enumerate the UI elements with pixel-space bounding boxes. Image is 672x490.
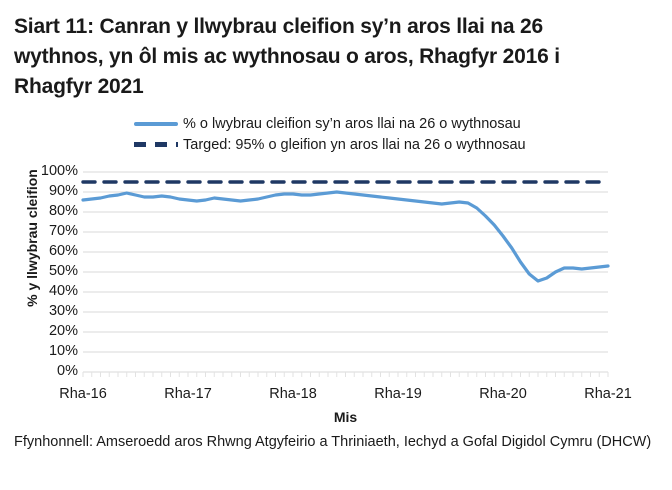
chart-plot-region: % y llwybrau cleifion 0% 10% 20% 30% 40% 50% 6… bbox=[0, 0, 672, 430]
x-axis-ticks: Rha-16 Rha-17 Rha-18 Rha-19 Rha-20 Rha-21 bbox=[0, 386, 672, 406]
y-axis-tick-label: 10% bbox=[48, 343, 78, 359]
y-axis-tick-label: 40% bbox=[48, 283, 78, 299]
x-axis-tick-label: Rha-19 bbox=[374, 386, 422, 402]
page-title: Siart 11: Canran y llwybrau cleifion sy’… bbox=[14, 15, 560, 98]
y-axis-tick-label: 70% bbox=[48, 223, 78, 239]
y-axis-tick-label: 0% bbox=[57, 363, 78, 379]
legend-label-target: Targed: 95% o gleifion yn aros llai na 2… bbox=[183, 136, 526, 153]
x-axis-tick-label: Rha-16 bbox=[59, 386, 107, 402]
y-axis-tick-label: 90% bbox=[48, 183, 78, 199]
x-axis-tick-label: Rha-21 bbox=[584, 386, 632, 402]
chart-legend: % o lwybrau cleifion sy’n aros llai na 2… bbox=[0, 113, 672, 155]
legend-swatch-dashed-line-icon bbox=[134, 138, 178, 152]
x-axis-tick-label: Rha-20 bbox=[479, 386, 527, 402]
source-note: Ffynhonnell: Amseroedd aros Rhwng Atgyfe… bbox=[14, 434, 652, 450]
legend-item-target: Targed: 95% o gleifion yn aros llai na 2… bbox=[0, 134, 672, 155]
y-axis-tick-label: 50% bbox=[48, 263, 78, 279]
y-axis-tick-label: 60% bbox=[48, 243, 78, 259]
y-axis-tick-label: 100% bbox=[40, 163, 78, 179]
legend-swatch-solid-line-icon bbox=[134, 117, 178, 131]
x-axis-title: Mis bbox=[333, 409, 358, 425]
y-axis-tick-label: 30% bbox=[48, 303, 78, 319]
y-axis-tick-label: 80% bbox=[48, 203, 78, 219]
y-axis-tick-label: 20% bbox=[48, 323, 78, 339]
y-axis-ticks: 0% 10% 20% 30% 40% 50% 60% 70% 80% 90% 100% bbox=[26, 0, 78, 430]
legend-item-series: % o lwybrau cleifion sy’n aros llai na 2… bbox=[0, 113, 672, 134]
x-axis-tick-label: Rha-17 bbox=[164, 386, 212, 402]
legend-label-series: % o lwybrau cleifion sy’n aros llai na 2… bbox=[183, 115, 521, 132]
x-axis-tick-label: Rha-18 bbox=[269, 386, 317, 402]
series-line-patient-pathways bbox=[81, 190, 610, 283]
chart-canvas bbox=[81, 171, 610, 377]
